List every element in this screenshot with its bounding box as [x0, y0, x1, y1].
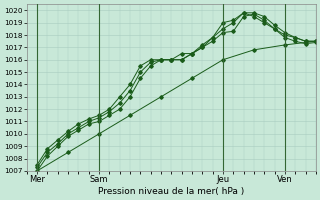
X-axis label: Pression niveau de la mer( hPa ): Pression niveau de la mer( hPa ) — [98, 187, 244, 196]
